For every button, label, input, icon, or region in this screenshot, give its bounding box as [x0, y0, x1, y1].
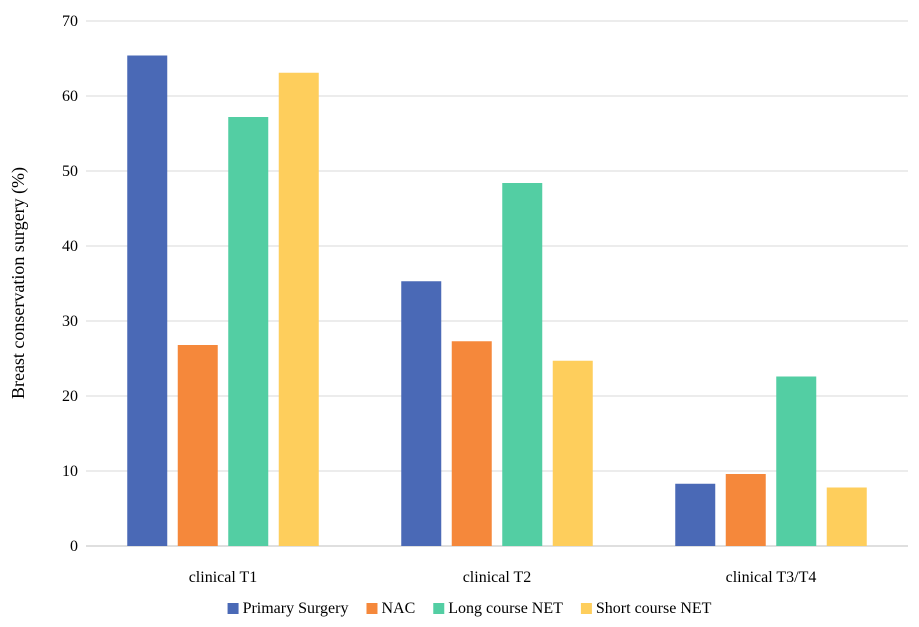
- category-label: clinical T1: [189, 569, 258, 586]
- legend-item: Primary Surgery: [227, 600, 349, 617]
- legend-item: Short course NET: [580, 600, 712, 617]
- category-label: clinical T2: [463, 569, 532, 586]
- legend-item: NAC: [366, 600, 415, 617]
- legend-label: NAC: [381, 600, 415, 617]
- bar-primary-surgery-clinical-t1: [127, 55, 168, 546]
- bar-nac-clinical-t1: [177, 345, 218, 546]
- bar-short-course-net-clinical-t1: [278, 72, 319, 546]
- legend-label: Long course NET: [448, 600, 563, 617]
- bar-nac-clinical-t2: [451, 341, 492, 546]
- y-tick-label: 50: [62, 163, 78, 180]
- bars: [127, 55, 867, 546]
- bar-nac-clinical-t3-t4: [725, 474, 766, 546]
- legend-swatch: [366, 603, 378, 614]
- bar-long-course-net-clinical-t3-t4: [776, 376, 817, 546]
- legend-swatch: [433, 603, 445, 614]
- legend-label: Short course NET: [596, 600, 712, 617]
- bar-primary-surgery-clinical-t2: [401, 281, 442, 546]
- y-tick-label: 40: [62, 238, 78, 255]
- y-tick-label: 20: [62, 388, 78, 405]
- y-axis-title: Breast conservation surgery (%): [8, 167, 29, 399]
- legend-swatch: [227, 603, 239, 614]
- gridlines: [86, 20, 908, 547]
- bar-long-course-net-clinical-t2: [502, 183, 543, 546]
- y-tick-labels: 0 10 20 30 40 50 60 70: [62, 13, 78, 555]
- legend-swatch: [580, 603, 592, 614]
- bar-long-course-net-clinical-t1: [228, 117, 269, 546]
- legend-item: Long course NET: [433, 600, 563, 617]
- category-label: clinical T3/T4: [726, 569, 817, 586]
- bar-short-course-net-clinical-t3-t4: [826, 487, 867, 546]
- bar-primary-surgery-clinical-t3-t4: [675, 483, 716, 546]
- category-labels: clinical T1 clinical T2 clinical T3/T4: [189, 569, 817, 586]
- y-tick-label: 70: [62, 13, 78, 30]
- y-tick-label: 0: [70, 538, 78, 555]
- bar-short-course-net-clinical-t2: [552, 360, 593, 546]
- y-tick-label: 10: [62, 463, 78, 480]
- legend-label: Primary Surgery: [243, 600, 349, 617]
- y-tick-label: 60: [62, 88, 78, 105]
- legend: Primary Surgery NAC Long course NET Short c…: [227, 600, 712, 617]
- y-tick-label: 30: [62, 313, 78, 330]
